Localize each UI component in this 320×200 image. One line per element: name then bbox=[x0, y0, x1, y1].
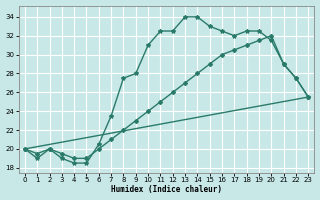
X-axis label: Humidex (Indice chaleur): Humidex (Indice chaleur) bbox=[111, 185, 222, 194]
